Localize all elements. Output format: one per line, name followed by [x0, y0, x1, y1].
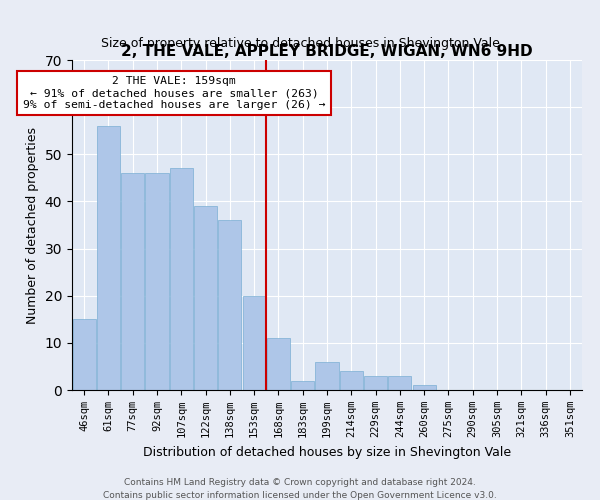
Bar	[242, 296, 266, 390]
Y-axis label: Number of detached properties: Number of detached properties	[26, 126, 39, 324]
Bar	[121, 173, 144, 390]
Bar	[388, 376, 412, 390]
Bar	[291, 380, 314, 390]
Bar	[413, 386, 436, 390]
Bar	[73, 320, 95, 390]
Bar	[170, 168, 193, 390]
Bar	[145, 173, 169, 390]
Text: Size of property relative to detached houses in Shevington Vale: Size of property relative to detached ho…	[101, 38, 499, 51]
X-axis label: Distribution of detached houses by size in Shevington Vale: Distribution of detached houses by size …	[143, 446, 511, 458]
Text: Contains HM Land Registry data © Crown copyright and database right 2024.
Contai: Contains HM Land Registry data © Crown c…	[103, 478, 497, 500]
Bar	[218, 220, 241, 390]
Bar	[316, 362, 338, 390]
Bar	[267, 338, 290, 390]
Title: 2, THE VALE, APPLEY BRIDGE, WIGAN, WN6 9HD: 2, THE VALE, APPLEY BRIDGE, WIGAN, WN6 9…	[121, 44, 533, 59]
Bar	[97, 126, 120, 390]
Text: 2 THE VALE: 159sqm
← 91% of detached houses are smaller (263)
9% of semi-detache: 2 THE VALE: 159sqm ← 91% of detached hou…	[23, 76, 325, 110]
Bar	[194, 206, 217, 390]
Bar	[364, 376, 387, 390]
Bar	[340, 371, 363, 390]
